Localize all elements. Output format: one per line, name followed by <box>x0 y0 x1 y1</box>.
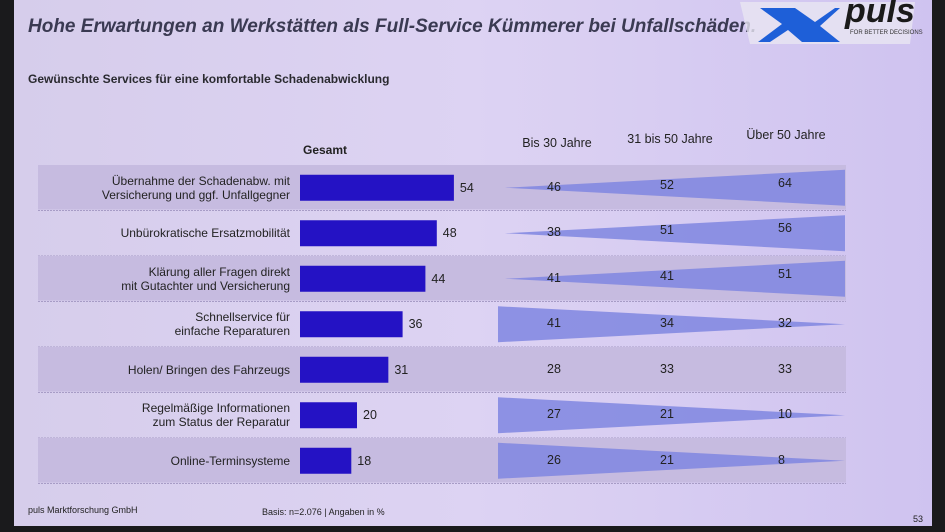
bar-gesamt <box>300 402 357 429</box>
value-label-age-group: 51 <box>660 223 674 238</box>
value-label-gesamt: 44 <box>431 271 446 286</box>
footer-basis: Basis: n=2.076 | Angaben in % <box>262 507 385 517</box>
row-label: Holen/ Bringen des Fahrzeugs <box>127 362 290 377</box>
column-header-gesamt: Gesamt <box>302 143 348 157</box>
value-label-age-group: 33 <box>778 361 792 376</box>
value-label-age-group: 51 <box>778 266 792 281</box>
value-label-age-group: 41 <box>660 268 674 283</box>
row-label: Unbürokratische Ersatzmobilität <box>120 226 290 241</box>
value-label-age-group: 32 <box>778 316 792 331</box>
value-label-age-group: 26 <box>547 452 561 467</box>
value-label-age-group: 10 <box>778 407 792 422</box>
column-header-ueber-50: Über 50 Jahre <box>746 128 826 142</box>
value-label-gesamt: 36 <box>408 317 423 332</box>
value-label-age-group: 46 <box>547 179 561 194</box>
row-label: Schnellservice für einfache Reparaturen <box>174 310 290 339</box>
bar-gesamt <box>300 174 454 201</box>
trend-wedge-down <box>498 306 845 343</box>
row-label: Online-Terminsysteme <box>170 453 290 468</box>
subtitle: Gewünschte Services für eine komfortable… <box>28 72 390 86</box>
logo-text: puls <box>845 0 915 30</box>
value-label-gesamt: 18 <box>357 453 372 468</box>
value-label-age-group: 41 <box>547 316 561 331</box>
row-label: Klärung aller Fragen direkt mit Gutachte… <box>121 264 290 293</box>
value-label-age-group: 28 <box>547 361 561 376</box>
value-label-age-group: 21 <box>660 407 674 422</box>
value-label-age-group: 56 <box>778 221 792 236</box>
bar-gesamt <box>300 447 352 474</box>
value-label-gesamt: 31 <box>394 362 409 377</box>
row-label: Regelmäßige Informationen zum Status der… <box>141 401 290 430</box>
value-label-age-group: 52 <box>660 177 674 192</box>
value-label-age-group: 41 <box>547 270 561 285</box>
logo-tagline: FOR BETTER DECISIONS <box>850 30 923 36</box>
page-number: 53 <box>913 514 924 524</box>
trend-wedge-up <box>505 260 845 297</box>
bar-gesamt <box>300 311 403 338</box>
trend-wedge-up <box>505 169 845 206</box>
value-label-age-group: 64 <box>778 175 792 190</box>
column-header-31-50: 31 bis 50 Jahre <box>627 132 713 146</box>
value-label-age-group: 27 <box>547 407 561 422</box>
page-title: Hohe Erwartungen an Werkstätten als Full… <box>28 16 757 37</box>
bar-gesamt <box>300 220 437 247</box>
value-label-gesamt: 20 <box>363 408 377 423</box>
value-label-age-group: 34 <box>660 316 674 331</box>
value-label-gesamt: 54 <box>459 180 474 195</box>
puls-logo-icon <box>740 2 915 44</box>
value-label-gesamt: 48 <box>442 226 457 241</box>
value-label-age-group: 38 <box>547 225 561 240</box>
value-label-age-group: 21 <box>660 452 674 467</box>
footer-company: puls Marktforschung GmbH <box>28 505 138 515</box>
row-label: Übernahme der Schadenabw. mit Versicheru… <box>101 173 290 202</box>
value-label-age-group: 33 <box>660 361 674 376</box>
bar-gesamt <box>300 356 389 383</box>
column-header-bis-30: Bis 30 Jahre <box>522 136 592 150</box>
trend-wedge-up <box>505 215 845 252</box>
trend-wedge-down <box>498 397 845 434</box>
value-label-age-group: 8 <box>778 452 785 467</box>
trend-wedge-down <box>498 442 845 479</box>
row-shade <box>38 347 846 392</box>
bar-gesamt <box>300 265 426 292</box>
